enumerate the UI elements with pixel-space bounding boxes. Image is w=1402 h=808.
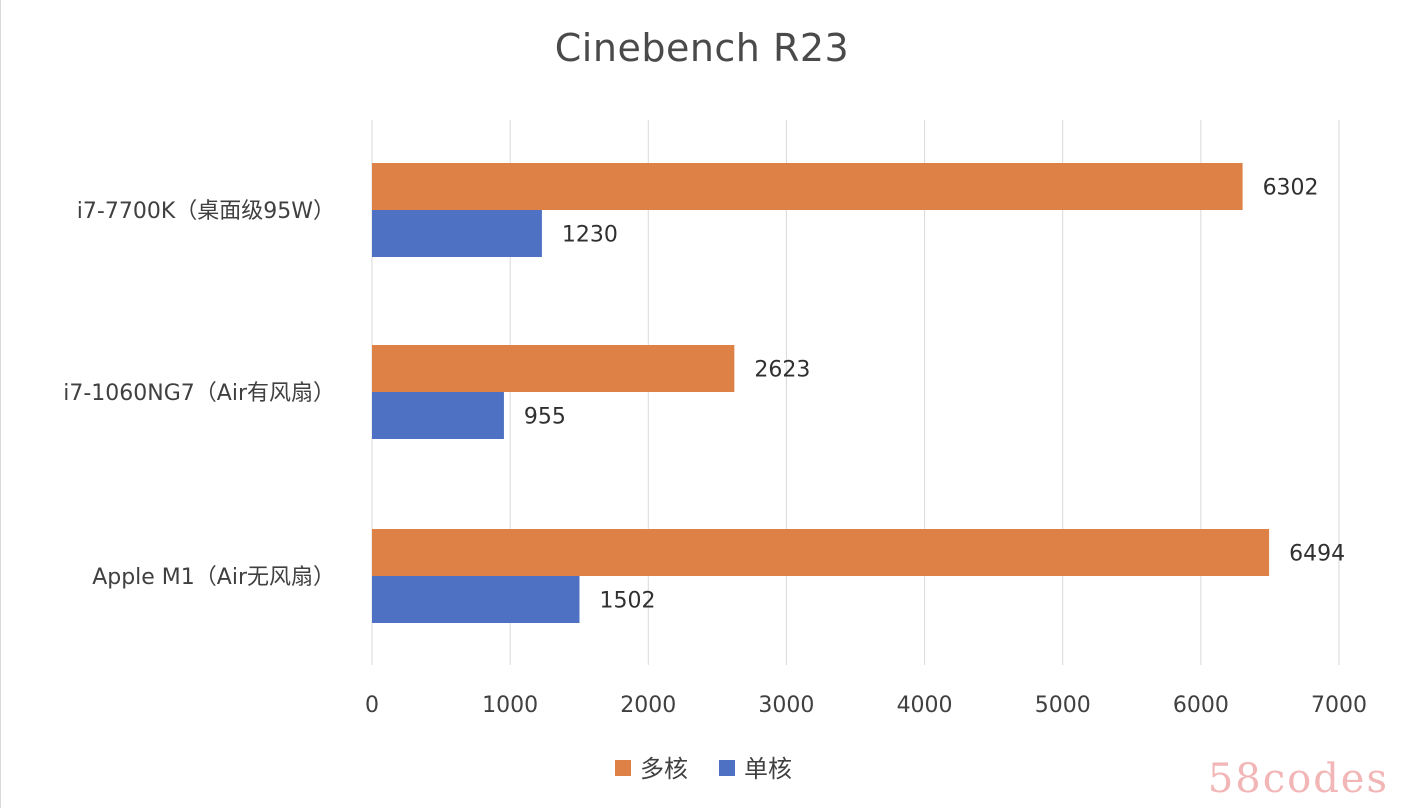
bar-multi-1: [372, 345, 735, 392]
legend-swatch-0: [615, 760, 631, 776]
x-tick-label: 3000: [758, 693, 814, 718]
bars-layer: [372, 163, 1270, 623]
labels-layer: 0 1000 2000 3000 4000 5000 6000 7000 i7-7700K（桌面…: [63, 176, 1367, 719]
bar-single-1: [372, 392, 504, 439]
category-label: Apple M1（Air无风扇）: [92, 565, 335, 590]
data-label: 6494: [1289, 542, 1345, 567]
bar-single-2: [372, 576, 580, 623]
chart-title: Cinebench R23: [554, 26, 850, 70]
legend-label: 多核: [640, 755, 688, 783]
bar-multi-0: [372, 163, 1243, 210]
x-tick-label: 4000: [897, 693, 953, 718]
x-tick-label: 5000: [1035, 693, 1091, 718]
data-label: 1230: [562, 223, 618, 248]
bar-single-0: [372, 210, 542, 257]
x-tick-label: 2000: [620, 693, 676, 718]
watermark-text: 58codes: [1208, 756, 1389, 802]
x-tick-label: 0: [365, 693, 379, 718]
x-tick-label: 1000: [482, 693, 538, 718]
legend: 多核 单核: [615, 755, 792, 783]
category-label: i7-1060NG7（Air有风扇）: [63, 381, 335, 406]
category-label: i7-7700K（桌面级95W）: [77, 199, 335, 224]
data-label: 6302: [1263, 176, 1319, 201]
bar-multi-2: [372, 529, 1270, 576]
x-tick-label: 6000: [1173, 693, 1229, 718]
data-label: 2623: [754, 358, 810, 383]
legend-swatch-1: [719, 760, 735, 776]
data-label: 955: [524, 405, 566, 430]
x-tick-label: 7000: [1311, 693, 1367, 718]
data-label: 1502: [599, 589, 655, 614]
legend-label: 单核: [744, 755, 792, 783]
